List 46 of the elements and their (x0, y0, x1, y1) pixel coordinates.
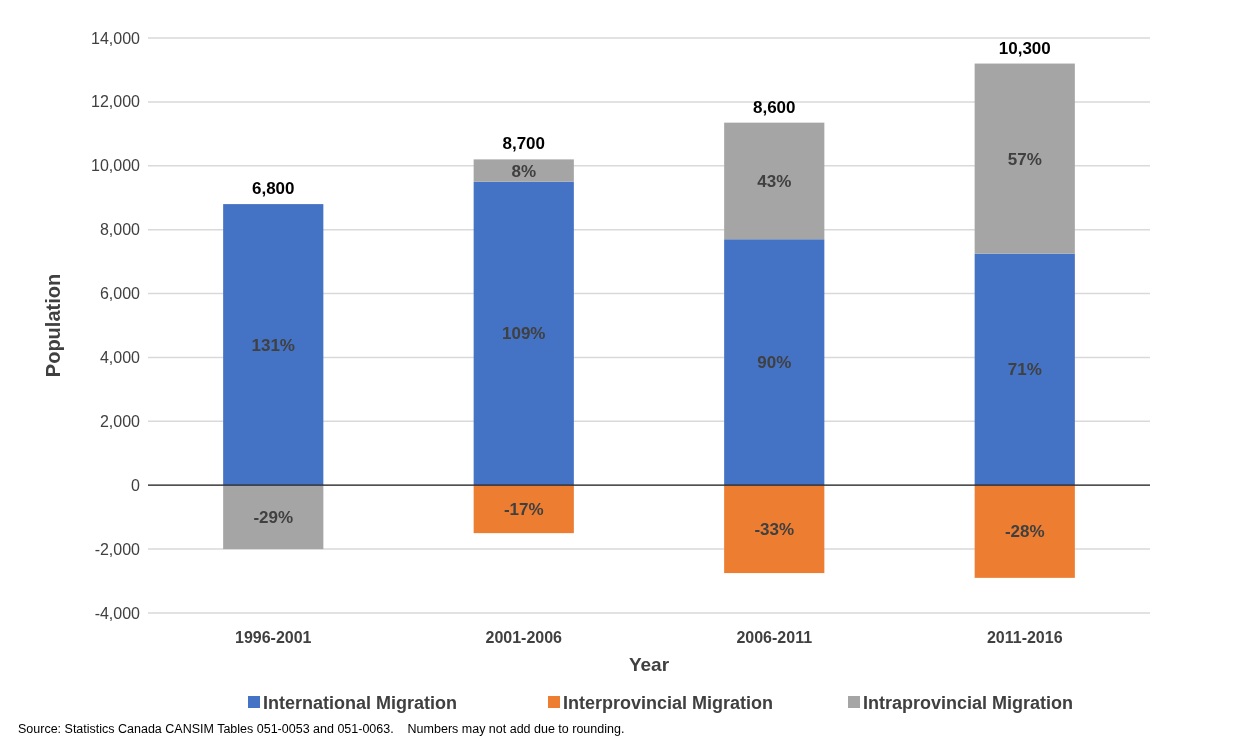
y-tick-label: 2,000 (99, 412, 141, 430)
y-tick-label: 8,000 (99, 221, 141, 239)
x-tick-label: 1996-2001 (234, 629, 312, 646)
bar (724, 485, 825, 574)
y-tick-label: 14,000 (91, 29, 141, 47)
bar (223, 485, 324, 550)
annotation: 8% (511, 161, 537, 181)
annotation: -29% (253, 508, 294, 528)
x-tick-label: 2006-2011 (736, 629, 813, 646)
total-label: 8,600 (752, 97, 796, 117)
x-tick-label: 2011-2016 (986, 629, 1063, 646)
legend-label: Intraprovincial Migration (863, 693, 1074, 714)
bar (473, 485, 574, 534)
bar (223, 204, 324, 486)
legend-label: International Migration (263, 693, 458, 714)
source-note: Source: Statistics Canada CANSIM Tables 051-0053 and 051-0063. Numbers may not add due to rounding. (18, 722, 625, 736)
bar (724, 122, 825, 240)
bar (974, 63, 1075, 254)
y-tick-label: 10,000 (91, 157, 141, 175)
y-tick-label: 0 (131, 476, 141, 494)
x-tick-label: 2001-2006 (485, 629, 563, 646)
annotation: -17% (503, 500, 544, 520)
total-label: 10,300 (998, 38, 1051, 58)
bar (724, 239, 825, 486)
total-label: 6,800 (251, 179, 295, 199)
bar (473, 159, 574, 182)
annotation: 71% (1007, 360, 1042, 380)
total-label: 8,700 (502, 134, 546, 154)
annotation: 109% (502, 324, 546, 344)
legend-label: Interprovincial Migration (563, 693, 774, 714)
bar (974, 485, 1075, 578)
annotation: -33% (754, 520, 795, 540)
y-tick-label: 4,000 (99, 349, 141, 367)
annotation: 131% (251, 335, 295, 355)
annotation: 57% (1007, 149, 1042, 169)
bar (473, 181, 574, 486)
bar (974, 253, 1075, 486)
annotation: 43% (757, 171, 792, 191)
y-tick-label: 6,000 (99, 285, 141, 303)
y-tick-label: 12,000 (91, 93, 141, 111)
y-tick-label: -2,000 (94, 540, 141, 558)
x-axis-title: Year (628, 654, 670, 675)
annotation: 90% (757, 353, 792, 373)
annotation: -28% (1004, 522, 1045, 542)
y-axis-title: Population (42, 273, 64, 378)
y-tick-label: -4,000 (94, 604, 141, 622)
